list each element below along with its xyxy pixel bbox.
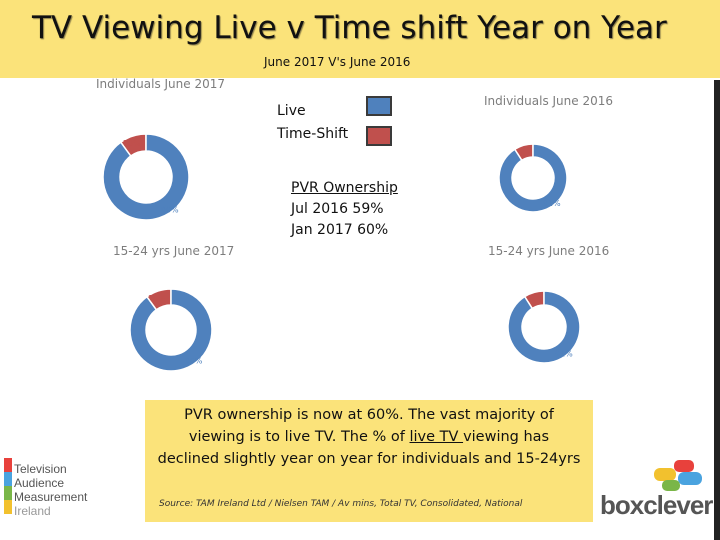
summary-note-underlined: live TV: [409, 429, 464, 445]
summary-note-text: PVR ownership is now at 60%. The vast ma…: [157, 407, 581, 467]
donut-individuals-2016-label-live: 91%: [543, 199, 561, 208]
donut-1524-2016-label-time-shift: 9%: [524, 296, 537, 305]
tam-logo-line-2: Audience: [14, 476, 65, 490]
donut-individuals-2016-slice-live: [498, 143, 568, 213]
boxclever-wordmark: boxclever: [600, 490, 713, 520]
right-edge-strip: [714, 80, 720, 540]
tam-ireland-logo: Television Audience Measurement Ireland: [4, 456, 94, 522]
donut-1524-2016-slice-live: [507, 290, 581, 364]
legend-label-live: Live: [277, 103, 306, 119]
donut-individuals-2017-label-live: 90%: [161, 205, 179, 214]
chart-title-1524-2017: 15-24 yrs June 2017: [113, 244, 235, 258]
chart-title-individuals-2017: Individuals June 2017: [96, 77, 225, 91]
summary-note: PVR ownership is now at 60%. The vast ma…: [145, 400, 593, 522]
tam-logo-mark-icon: [4, 458, 12, 514]
legend-label-timeshift: Time-Shift: [277, 126, 349, 142]
chart-title-individuals-2016: Individuals June 2016: [484, 94, 613, 108]
pvr-heading: PVR Ownership: [291, 180, 398, 196]
donut-1524-2017-label-live: 90%: [185, 357, 203, 366]
pvr-line-2017: Jan 2017 60%: [291, 222, 389, 238]
chart-title-1524-2016: 15-24 yrs June 2016: [488, 244, 610, 258]
tam-logo-line-4: Ireland: [14, 504, 51, 518]
donut-1524-2016-label-live: 91%: [555, 350, 573, 359]
source-note: Source: TAM Ireland Ltd / Nielsen TAM / …: [159, 499, 523, 509]
boxclever-bubbles-icon: [654, 460, 702, 491]
donut-individuals-2016-label-time-shift: 9%: [513, 149, 526, 158]
tam-logo-line-3: Measurement: [14, 490, 88, 504]
pvr-ownership-block: PVR Ownership Jul 2016 59% Jan 2017 60%: [291, 178, 398, 241]
donut-1524-2017-slice-live: [129, 288, 213, 372]
donut-individuals-2017-label-time-shift: 10%: [123, 139, 141, 148]
legend-swatch-live: [366, 96, 392, 116]
tam-logo-line-1: Television: [14, 462, 67, 476]
page-title: TV Viewing Live v Time shift Year on Yea…: [32, 10, 667, 46]
donut-1524-2017-label-time-shift: 10%: [148, 294, 166, 303]
title-band: [0, 0, 720, 78]
donut-individuals-2017-slice-live: [102, 133, 190, 221]
pvr-line-2016: Jul 2016 59%: [291, 201, 384, 217]
boxclever-logo: boxclever: [598, 458, 714, 520]
legend-swatch-timeshift: [366, 126, 392, 146]
page-subtitle: June 2017 V's June 2016: [264, 55, 411, 69]
